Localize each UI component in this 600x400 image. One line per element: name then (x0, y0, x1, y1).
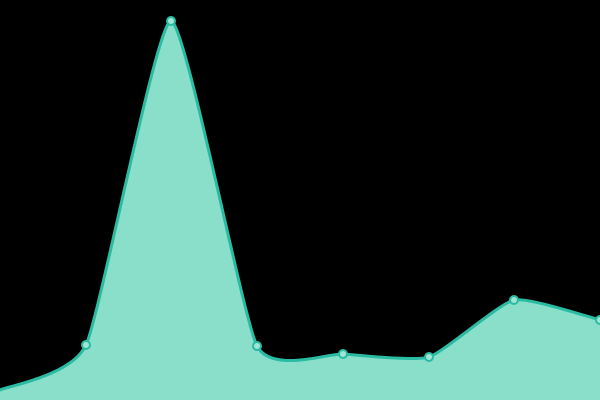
data-point-marker (252, 341, 262, 351)
data-point-marker (595, 315, 600, 325)
area-fill (0, 20, 600, 400)
data-point-markers (81, 16, 600, 362)
data-point-marker (81, 340, 91, 350)
data-point-marker (509, 295, 519, 305)
line-series (0, 19, 600, 392)
data-point-marker (424, 352, 434, 362)
data-point-marker (166, 16, 176, 26)
data-point-marker (338, 349, 348, 359)
